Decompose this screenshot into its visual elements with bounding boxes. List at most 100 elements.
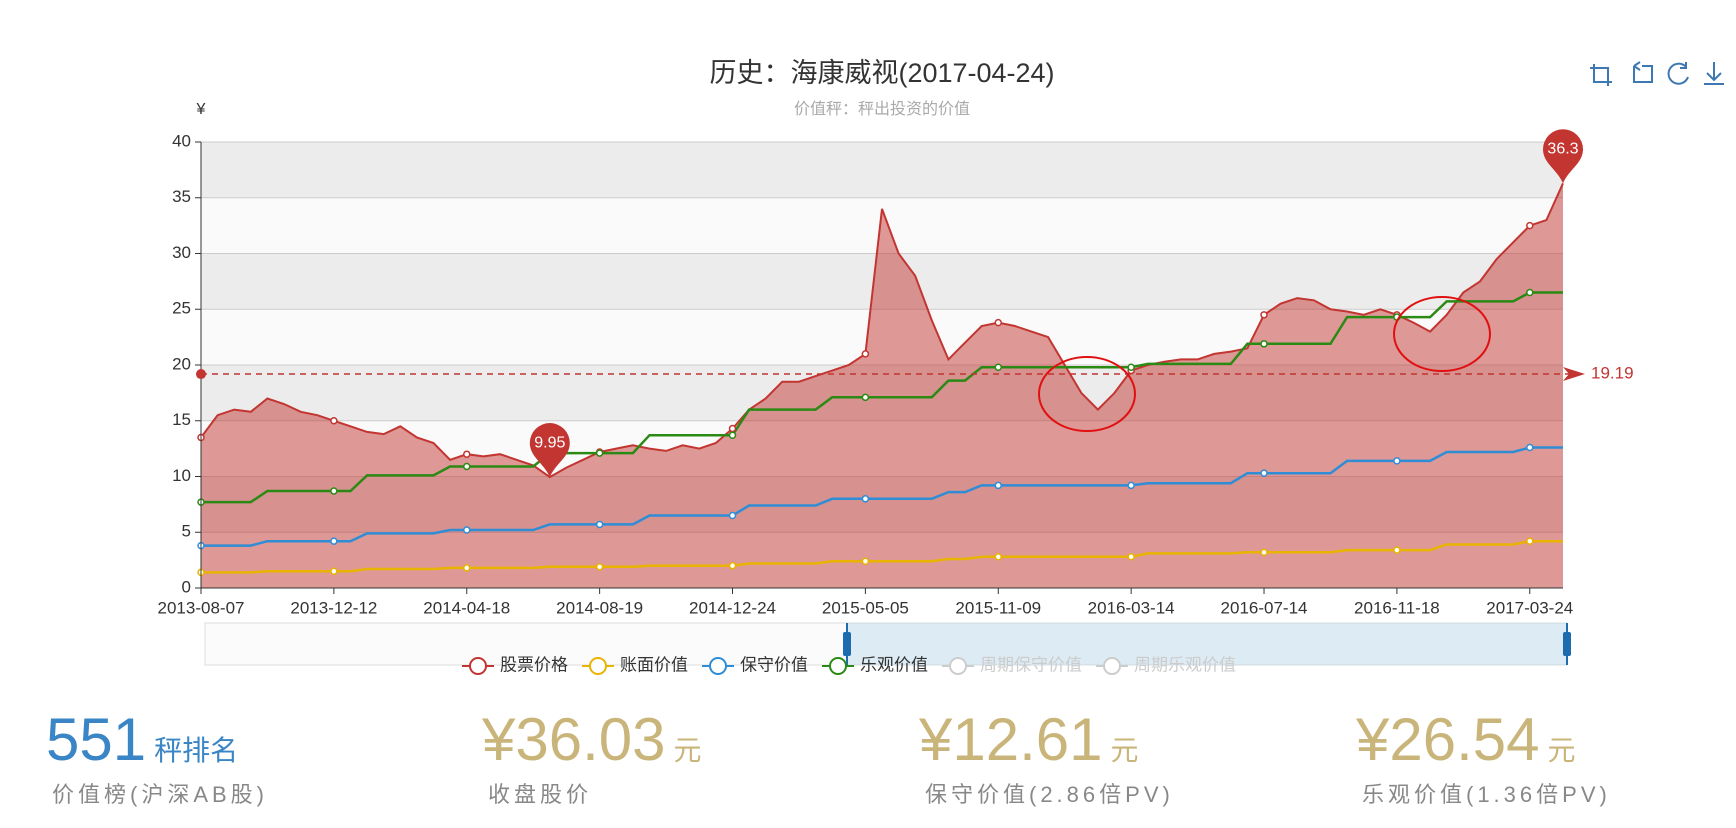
series-symbol <box>1127 363 1135 371</box>
series-symbol <box>1526 537 1534 545</box>
y-tick-label: 5 <box>182 522 191 541</box>
download-icon[interactable] <box>1704 62 1724 85</box>
stat-label: 乐观价值(1.36倍PV) <box>1362 782 1611 807</box>
y-axis-label: ¥ <box>196 101 206 118</box>
annotation-circle <box>1038 356 1136 432</box>
series-symbol <box>1260 469 1268 477</box>
series-symbol <box>994 318 1003 327</box>
plot-area: 0 5 10 15 20 25 30 35 40 2013-08-07 2013-12-12 2014… <box>158 129 1634 617</box>
x-tick-label: 2015-11-09 <box>955 598 1041 617</box>
zoom-window[interactable] <box>847 623 1567 665</box>
y-tick-label: 10 <box>172 466 191 485</box>
x-tick-label: 2016-07-14 <box>1221 598 1308 617</box>
stat-label: 收盘股价 <box>488 782 593 807</box>
x-tick-label: 2013-12-12 <box>290 598 377 617</box>
series-symbol <box>330 567 338 576</box>
series-symbol <box>994 363 1003 371</box>
series-symbol <box>994 481 1003 490</box>
x-tick-label: 2014-12-24 <box>689 598 776 617</box>
series-symbol <box>861 350 870 358</box>
stat-label: 保守价值(2.86倍PV) <box>925 782 1174 807</box>
series-symbol <box>728 511 737 520</box>
annotation-circle <box>1393 296 1491 372</box>
series-symbol <box>1393 546 1401 554</box>
legend-item[interactable]: 周期乐观价值 <box>1096 655 1236 675</box>
series-symbol <box>1526 221 1534 230</box>
stat: ¥26.54 元乐观价值(1.36倍PV) <box>1356 705 1611 809</box>
mark-pin-label: 36.3 <box>1547 140 1578 157</box>
series-symbol <box>463 564 471 572</box>
average-label: 19.19 <box>1591 364 1634 383</box>
series-symbol <box>1127 553 1135 561</box>
series-symbol <box>1127 481 1135 490</box>
stat-unit: 元 <box>1110 735 1139 766</box>
legend-item[interactable]: 账面价值 <box>582 655 688 675</box>
data-zoom[interactable] <box>204 622 1571 666</box>
zoom-track[interactable] <box>204 622 1568 666</box>
stat-value: ¥12.61 <box>919 706 1103 773</box>
series-symbol <box>1260 311 1268 319</box>
legend-item[interactable]: 保守价值 <box>702 655 808 675</box>
series-symbol <box>1526 288 1534 297</box>
zoom-back-icon[interactable] <box>1633 61 1653 83</box>
y-tick-label: 0 <box>182 577 191 596</box>
series-symbol <box>861 495 870 503</box>
legend-item[interactable]: 乐观价值 <box>822 655 928 675</box>
x-tick-label: 2013-08-07 <box>158 598 245 617</box>
series-symbol <box>728 424 737 433</box>
series-line <box>201 539 1563 574</box>
legend-label: 周期保守价值 <box>980 655 1082 674</box>
series-symbol <box>463 462 471 471</box>
series-symbol <box>1260 548 1268 557</box>
legend-symbol <box>1103 657 1121 675</box>
stat-row: ¥26.54 元 <box>1356 705 1611 775</box>
legend-label: 保守价值 <box>740 655 808 674</box>
legend-item[interactable]: 股票价格 <box>462 655 568 675</box>
series-symbol <box>994 553 1003 561</box>
x-tick-label: 2016-03-14 <box>1088 598 1175 617</box>
stat-row: ¥12.61 元 <box>919 705 1174 775</box>
zoom-icon[interactable] <box>1590 64 1612 86</box>
stat-label: 价值榜(沪深AB股) <box>52 782 269 807</box>
toolbox[interactable] <box>1590 61 1724 86</box>
average-arrow <box>1563 367 1585 382</box>
chart: 历史：海康威视(2017-04-24) 价值秤：秤出投资的价值 ¥ 0 5 10 15… <box>158 58 1724 675</box>
chart-title: 历史：海康威视(2017-04-24) <box>709 58 1054 88</box>
legend-symbol <box>949 657 967 675</box>
series-symbol <box>1526 443 1534 452</box>
series-line <box>201 446 1563 547</box>
series-symbol <box>595 563 604 571</box>
mark-pin-label: 9.95 <box>534 434 565 451</box>
legend-item[interactable]: 周期保守价值 <box>942 655 1082 675</box>
series-symbol <box>1393 457 1401 465</box>
legend: 股票价格 账面价值 保守价值 乐观价值 周期保守价值 周期乐观价值 <box>462 655 1236 675</box>
series-line <box>200 182 1564 479</box>
series-symbol <box>728 431 737 439</box>
stat: ¥36.03 元收盘股价 <box>482 705 702 809</box>
series-symbol <box>330 487 338 495</box>
legend-label: 股票价格 <box>500 655 568 674</box>
series-symbol <box>861 557 870 565</box>
series-symbol <box>463 526 471 534</box>
mark-pin <box>529 423 570 478</box>
legend-label: 周期乐观价值 <box>1134 655 1236 674</box>
stat-value: ¥36.03 <box>482 706 666 773</box>
mark-pin <box>1543 129 1583 184</box>
series-symbol <box>330 417 338 425</box>
stat-row: ¥36.03 元 <box>482 705 702 775</box>
y-tick-label: 30 <box>172 243 191 262</box>
y-tick-label: 20 <box>172 354 191 373</box>
y-tick-label: 40 <box>172 131 191 150</box>
x-tick-label: 2016-11-18 <box>1354 598 1440 617</box>
y-tick-label: 35 <box>172 187 191 206</box>
series-symbol <box>595 520 604 529</box>
series-symbol <box>861 393 870 402</box>
stat-value: 551 <box>46 706 147 773</box>
legend-symbol <box>829 657 847 675</box>
legend-symbol <box>469 657 487 675</box>
restore-icon[interactable] <box>1667 62 1689 85</box>
stat-value: ¥26.54 <box>1356 706 1540 773</box>
y-tick-label: 25 <box>172 299 191 318</box>
series-symbol <box>595 449 604 457</box>
series-symbol <box>330 537 338 545</box>
